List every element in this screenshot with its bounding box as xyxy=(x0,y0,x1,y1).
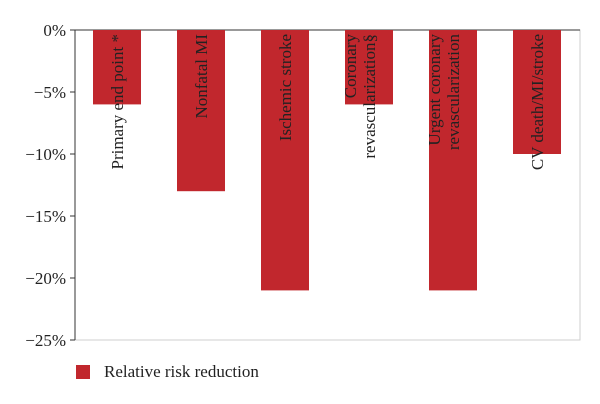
category-label: Nonfatal MI xyxy=(192,34,211,119)
y-tick-label: −25% xyxy=(25,331,66,350)
legend-label: Relative risk reduction xyxy=(104,362,259,381)
plot-frame xyxy=(74,29,581,341)
category-label: CV death/MI/stroke xyxy=(528,34,547,170)
category-label: revascularization§ xyxy=(360,34,379,159)
category-label: Ischemic stroke xyxy=(276,34,295,141)
category-label: Coronary xyxy=(341,34,360,99)
y-tick-label: −5% xyxy=(34,83,66,102)
y-tick-label: −15% xyxy=(25,207,66,226)
bar xyxy=(93,30,141,105)
y-tick-label: 0% xyxy=(43,21,66,40)
category-label: Urgent coronary xyxy=(425,34,444,146)
legend: Relative risk reduction xyxy=(76,362,259,382)
y-tick-label: −20% xyxy=(25,269,66,288)
bar xyxy=(345,30,393,105)
category-label: revascularization xyxy=(444,34,463,151)
y-tick-label: −10% xyxy=(25,145,66,164)
bar xyxy=(429,30,477,291)
bar xyxy=(261,30,309,291)
category-label: Primary end point * xyxy=(108,34,127,170)
bar xyxy=(177,30,225,192)
legend-swatch xyxy=(76,365,90,379)
bar xyxy=(513,30,561,154)
